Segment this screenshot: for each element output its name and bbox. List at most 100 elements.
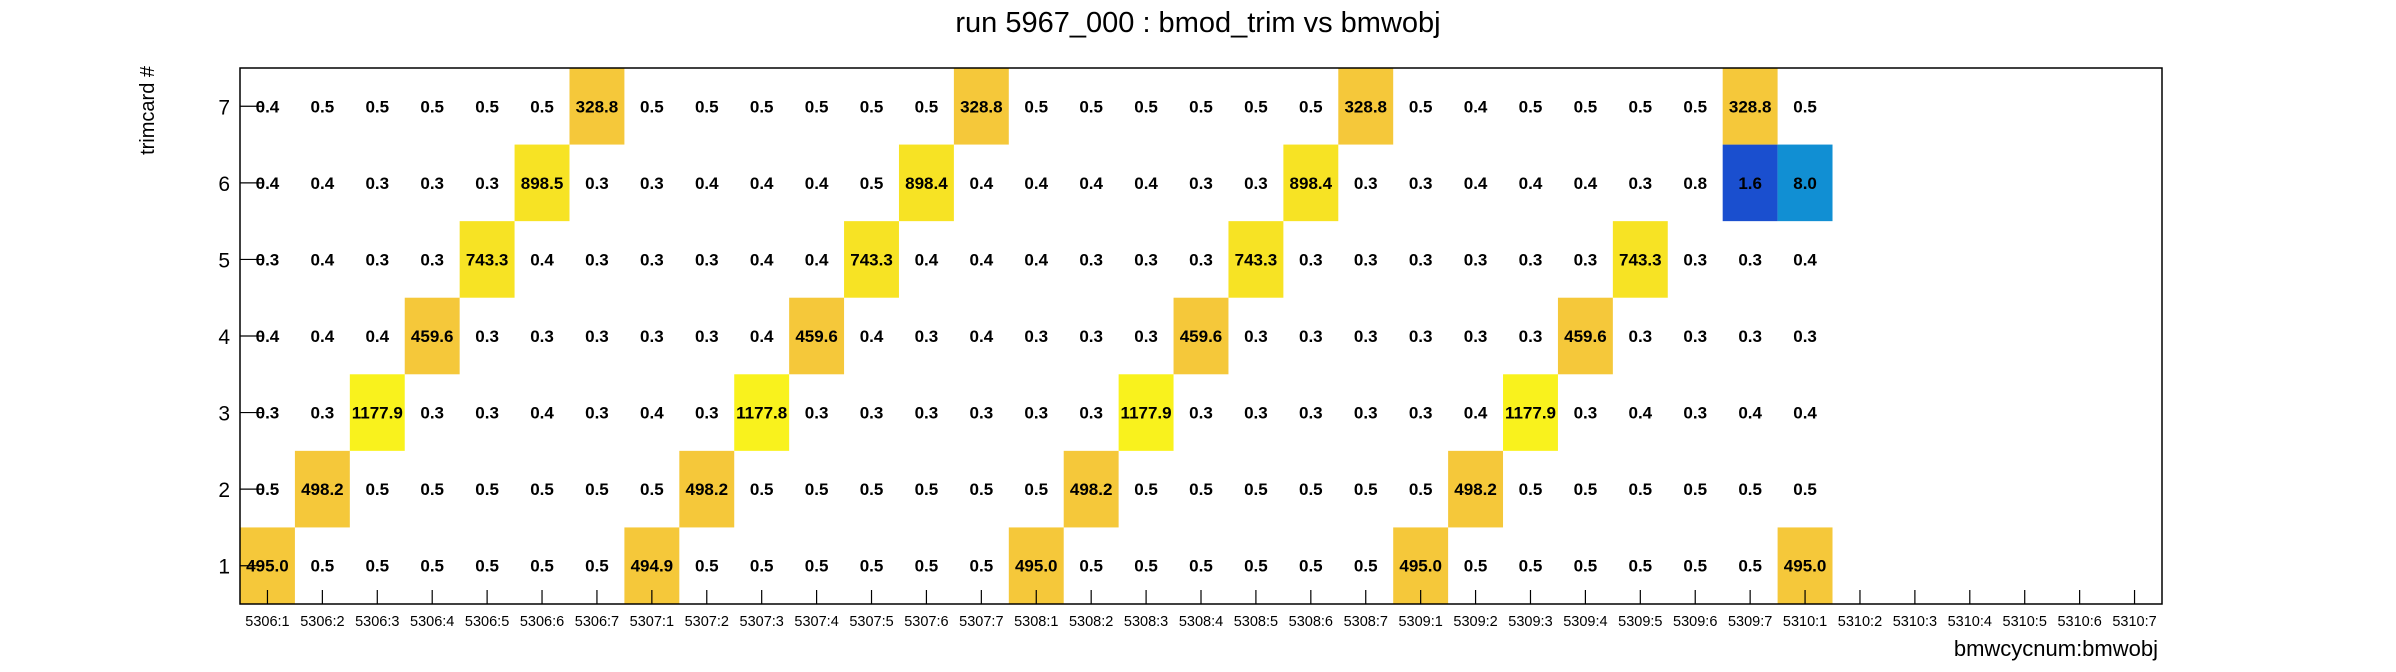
cell-value-label: 0.3 xyxy=(1354,404,1378,423)
cell-value-label: 0.5 xyxy=(750,557,774,576)
cell-value-label: 0.3 xyxy=(1354,174,1378,193)
cell-value-label: 0.3 xyxy=(1079,250,1103,269)
cell-value-label: 0.5 xyxy=(1683,557,1707,576)
y-tick-label: 1 xyxy=(218,556,230,579)
cell-value-label: 0.5 xyxy=(1079,97,1103,116)
cell-value-label: 0.3 xyxy=(1189,174,1213,193)
heatmap-cell xyxy=(459,221,515,298)
cell-value-label: 0.3 xyxy=(420,174,444,193)
cell-value-label: 0.5 xyxy=(1738,557,1762,576)
cell-value-label: 0.5 xyxy=(530,97,554,116)
cell-value-label: 0.5 xyxy=(860,480,884,499)
heatmap-cell xyxy=(1063,450,1119,528)
cell-value-label: 1177.9 xyxy=(1121,404,1172,423)
cell-value-label: 0.3 xyxy=(1464,250,1488,269)
cell-value-label: 328.8 xyxy=(1344,97,1387,116)
cell-value-label: 0.5 xyxy=(640,480,664,499)
cell-value-label: 898.4 xyxy=(1290,174,1333,193)
cell-value-label: 0.5 xyxy=(1244,480,1268,499)
cell-value-label: 0.5 xyxy=(860,97,884,116)
cell-value-label: 0.5 xyxy=(1354,557,1378,576)
heatmap-cell xyxy=(1118,374,1174,451)
cell-value-label: 0.3 xyxy=(1409,327,1433,346)
cell-value-label: 0.5 xyxy=(1519,97,1543,116)
cell-value-label: 0.4 xyxy=(1464,97,1488,116)
cell-value-label: 0.4 xyxy=(970,250,994,269)
y-tick-label: 6 xyxy=(218,173,230,196)
y-tick-label: 2 xyxy=(218,479,230,502)
cell-value-label: 0.4 xyxy=(750,250,774,269)
heatmap-cell xyxy=(953,68,1009,145)
heatmap-cell xyxy=(349,374,405,451)
x-tick-label: 5309:3 xyxy=(1508,614,1552,630)
cell-value-label: 0.3 xyxy=(1299,250,1323,269)
x-tick-label: 5310:2 xyxy=(1838,614,1882,630)
x-tick-label: 5310:4 xyxy=(1948,614,1992,630)
cell-value-label: 0.3 xyxy=(1628,174,1652,193)
cell-value-label: 0.3 xyxy=(585,174,609,193)
x-tick-label: 5306:4 xyxy=(410,614,454,630)
cell-value-label: 0.5 xyxy=(311,557,335,576)
cell-value-label: 0.5 xyxy=(915,97,939,116)
cell-value-label: 0.5 xyxy=(1574,97,1598,116)
cell-value-label: 0.5 xyxy=(1519,557,1543,576)
cell-value-label: 0.5 xyxy=(1409,97,1433,116)
cell-value-label: 0.3 xyxy=(1299,404,1323,423)
cell-value-label: 0.5 xyxy=(1024,480,1048,499)
cell-value-label: 0.5 xyxy=(585,480,609,499)
cell-value-label: 0.5 xyxy=(1628,97,1652,116)
cell-value-label: 0.5 xyxy=(1574,557,1598,576)
x-tick-label: 5308:2 xyxy=(1069,614,1113,630)
cell-value-label: 0.5 xyxy=(805,480,829,499)
cell-value-label: 0.5 xyxy=(530,480,554,499)
cell-value-label: 459.6 xyxy=(1180,327,1223,346)
cell-value-label: 498.2 xyxy=(301,480,344,499)
cell-value-label: 0.3 xyxy=(1244,174,1268,193)
cell-value-label: 0.5 xyxy=(420,480,444,499)
cell-value-label: 0.5 xyxy=(695,557,719,576)
cell-value-label: 0.5 xyxy=(420,97,444,116)
cell-value-label: 743.3 xyxy=(1235,250,1278,269)
cell-value-label: 0.4 xyxy=(256,174,280,193)
x-tick-label: 5308:3 xyxy=(1124,614,1168,630)
cell-value-label: 0.5 xyxy=(915,557,939,576)
y-tick-label: 3 xyxy=(218,403,230,426)
cell-value-label: 0.3 xyxy=(640,327,664,346)
cell-value-label: 0.5 xyxy=(1299,97,1323,116)
cell-value-label: 0.3 xyxy=(1409,250,1433,269)
heatmap-cell xyxy=(294,450,350,528)
cell-value-label: 0.5 xyxy=(1244,97,1268,116)
cell-value-label: 0.5 xyxy=(530,557,554,576)
heatmap-cell xyxy=(1173,297,1229,375)
heatmap-cell xyxy=(1283,144,1339,222)
cell-value-label: 0.3 xyxy=(256,250,280,269)
cell-value-label: 0.3 xyxy=(475,327,499,346)
cell-value-label: 0.4 xyxy=(365,327,389,346)
cell-value-label: 459.6 xyxy=(1564,327,1607,346)
cell-value-label: 0.5 xyxy=(860,557,884,576)
cell-value-label: 0.5 xyxy=(1134,97,1158,116)
cell-value-label: 495.0 xyxy=(1015,557,1058,576)
x-tick-label: 5307:1 xyxy=(630,614,674,630)
cell-value-label: 0.5 xyxy=(805,97,829,116)
cell-value-label: 1177.9 xyxy=(352,404,403,423)
cell-value-label: 0.4 xyxy=(1793,404,1817,423)
cell-value-label: 0.5 xyxy=(585,557,609,576)
x-tick-label: 5306:3 xyxy=(355,614,399,630)
cell-value-label: 898.5 xyxy=(521,174,564,193)
cell-value-label: 0.5 xyxy=(1189,557,1213,576)
cell-value-label: 743.3 xyxy=(1619,250,1662,269)
x-tick-label: 5308:1 xyxy=(1014,614,1058,630)
cell-value-label: 0.5 xyxy=(1134,557,1158,576)
x-tick-label: 5307:7 xyxy=(959,614,1003,630)
cell-value-label: 0.4 xyxy=(1628,404,1652,423)
y-axis: 1 2 3 4 5 6 7 xyxy=(218,96,264,579)
heatmap-cells: 495.0 0.5 0.5 0.5 0.5 0.5 0.5 494.9 0.5 0.5 0.5 0.5… xyxy=(240,68,1833,604)
cell-value-label: 1177.8 xyxy=(736,404,787,423)
x-tick-label: 5306:5 xyxy=(465,614,509,630)
cell-value-label: 0.5 xyxy=(1683,97,1707,116)
cell-value-label: 0.5 xyxy=(970,557,994,576)
y-tick-label: 7 xyxy=(218,96,230,119)
cell-value-label: 0.3 xyxy=(1519,250,1543,269)
